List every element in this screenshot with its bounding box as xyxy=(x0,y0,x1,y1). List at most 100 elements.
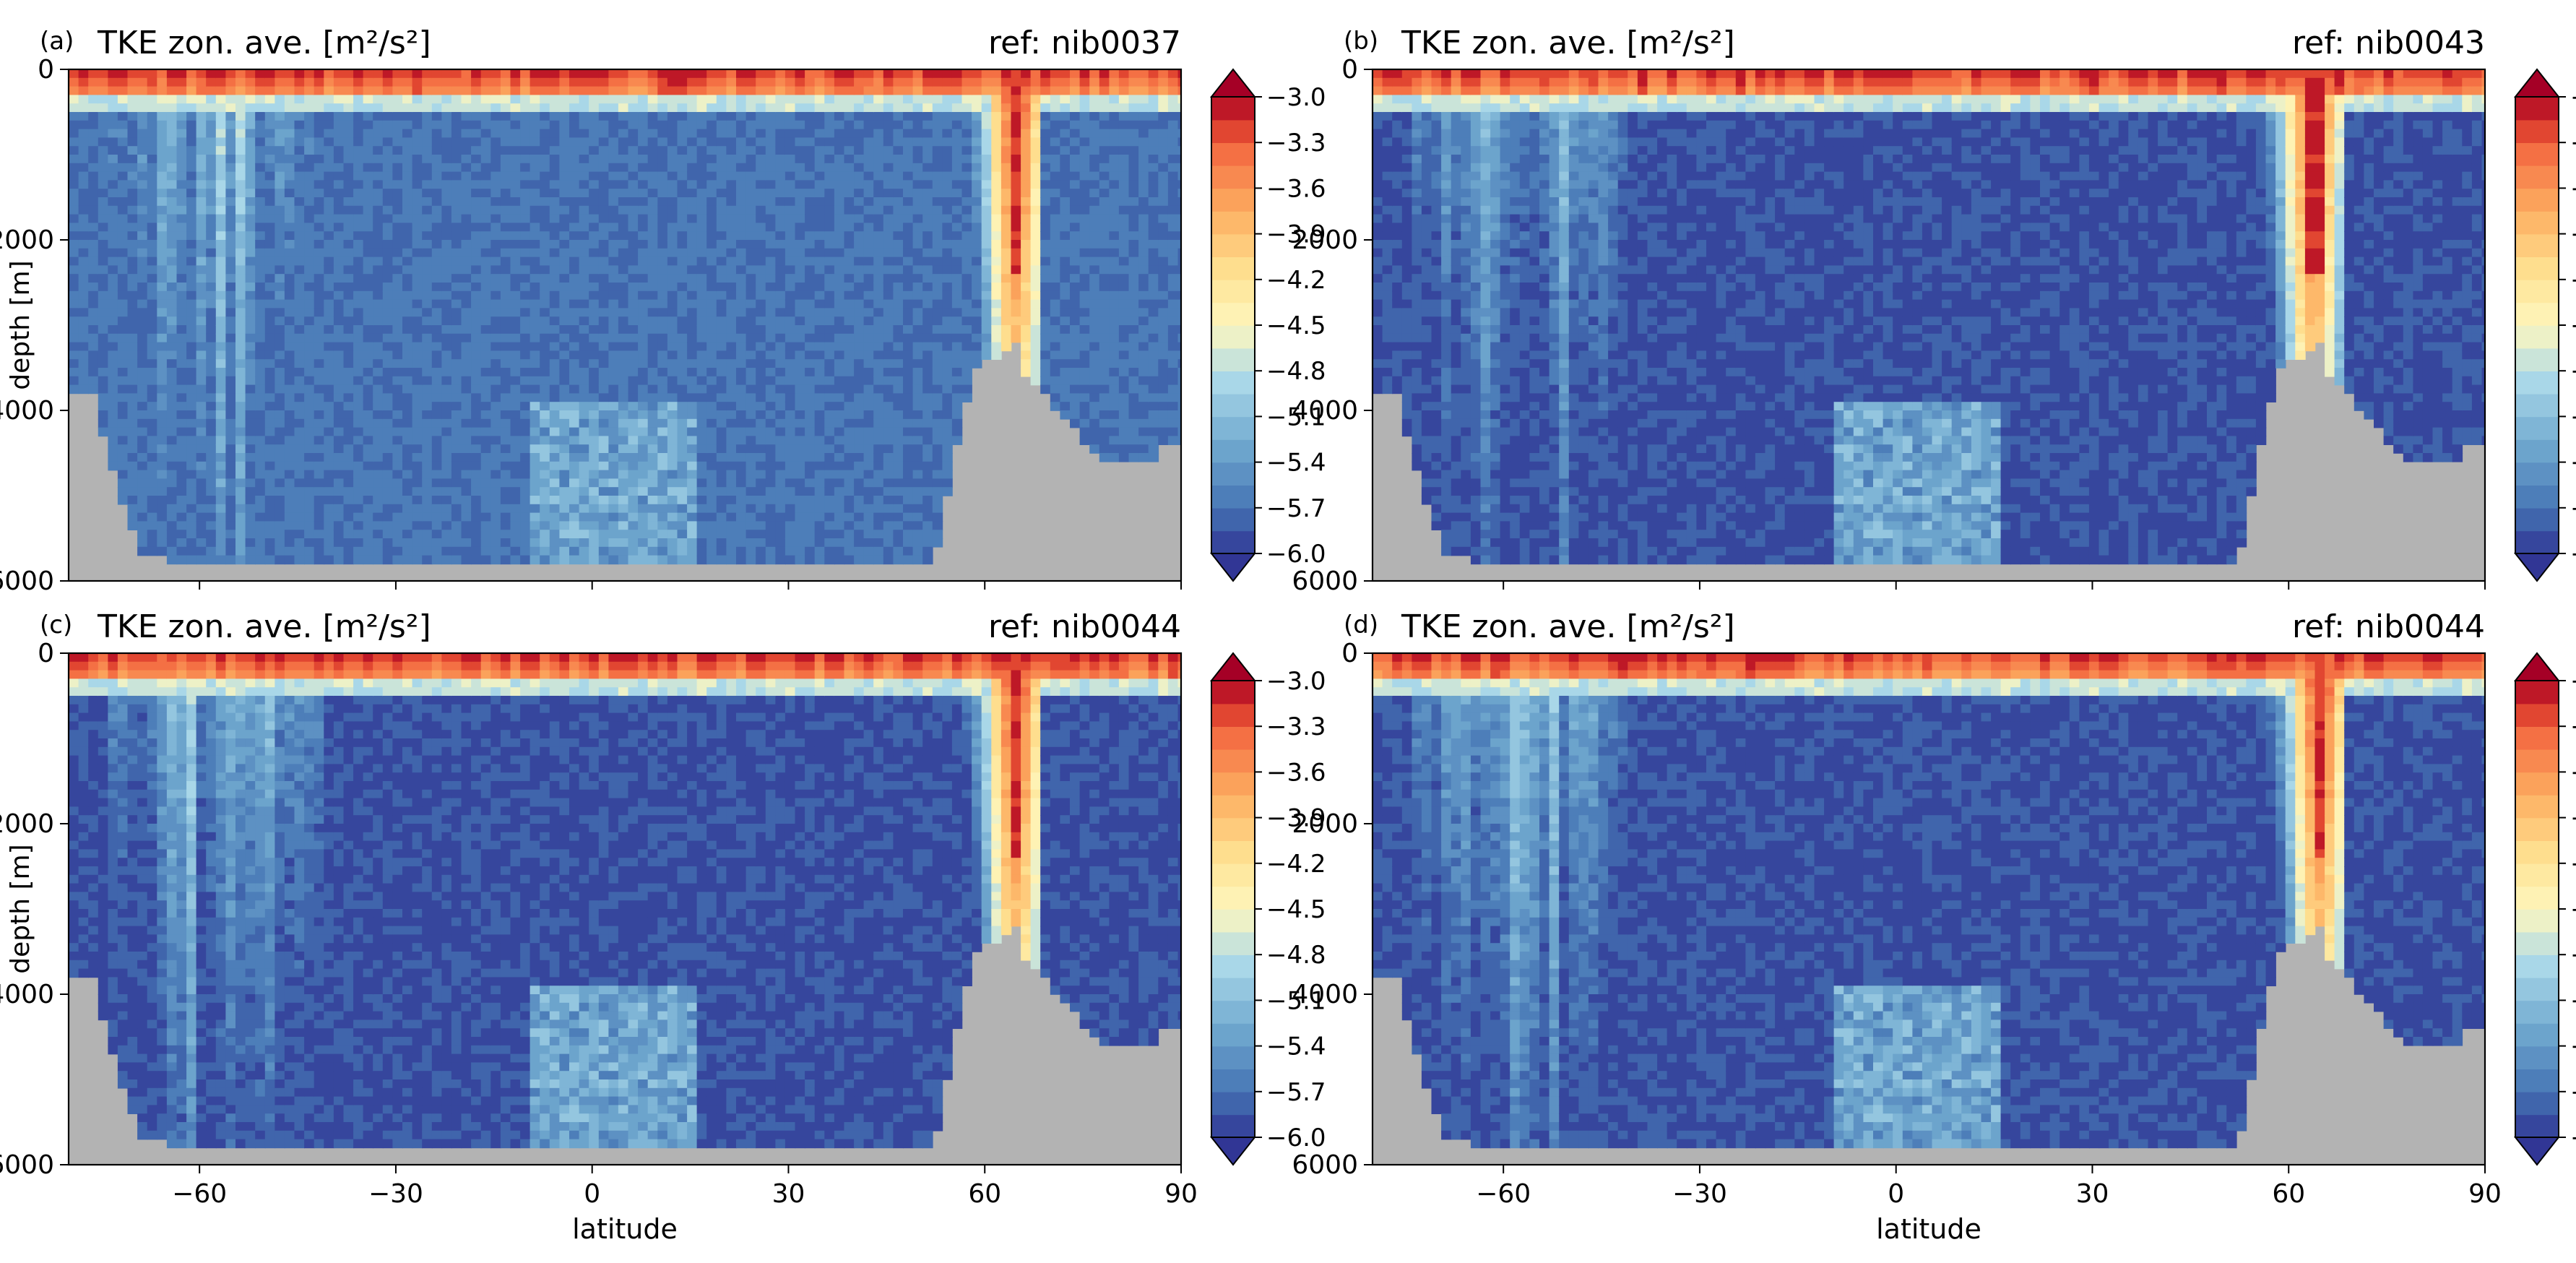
y-tick-label: 0 xyxy=(1341,639,1358,668)
colorbar-tick-label: −5.4 xyxy=(2570,1033,2576,1061)
colorbar-tick-label: −4.2 xyxy=(2570,266,2576,295)
colorbar-level xyxy=(1211,165,1255,189)
colorbar-level xyxy=(1211,1114,1255,1138)
colorbar-level xyxy=(2515,840,2559,864)
colorbar-level xyxy=(2515,1000,2559,1024)
colorbar-level xyxy=(2515,97,2559,121)
y-axis-label: depth [m] xyxy=(6,844,35,973)
x-tick-label: −60 xyxy=(1476,1179,1531,1209)
x-tick-label: 90 xyxy=(1164,1179,1198,1209)
colorbar-level xyxy=(2515,817,2559,841)
plot-frame xyxy=(1371,68,2486,582)
colorbar: −3.0 −3.3 −3.6 −3.9 −4.2 −4.5 −4.8 −5.1 −5.4 −5.7… xyxy=(1209,652,1326,1166)
colorbar-tick-label: −3.9 xyxy=(2570,220,2576,249)
colorbar-level xyxy=(1211,840,1255,864)
panel-label: (a) xyxy=(40,27,74,56)
colorbar-tick-label: −4.5 xyxy=(1266,895,1326,924)
colorbar-level xyxy=(2515,977,2559,1001)
y-tick-label: 2000 xyxy=(1292,809,1358,839)
plot-frame xyxy=(67,652,1183,1166)
colorbar-tick-label: −3.0 xyxy=(1266,83,1326,112)
colorbar-level xyxy=(2515,348,2559,371)
colorbar-level xyxy=(2515,726,2559,750)
y-tick-label: 6000 xyxy=(1292,1150,1358,1180)
colorbar-tick-label: −3.6 xyxy=(2570,174,2576,203)
colorbar-tick-label: −4.5 xyxy=(2570,895,2576,924)
y-axis-label: depth [m] xyxy=(6,260,35,389)
colorbar-level xyxy=(1211,1069,1255,1092)
colorbar-level xyxy=(2515,462,2559,486)
colorbar-tick-label: −4.8 xyxy=(1266,357,1326,386)
colorbar-tick-label: −5.1 xyxy=(1266,986,1326,1015)
y-tick-label: 4000 xyxy=(1292,980,1358,1009)
x-tick-label: 30 xyxy=(772,1179,805,1209)
colorbar-level xyxy=(2515,393,2559,418)
colorbar-level xyxy=(1211,233,1255,257)
colorbar-level xyxy=(2515,142,2559,166)
ref-label: ref: nib0044 xyxy=(2292,608,2485,645)
x-axis-label: latitude xyxy=(1876,1213,1981,1245)
colorbar-level xyxy=(1211,325,1255,349)
colorbar-tick-label: −4.5 xyxy=(1266,311,1326,340)
colorbar-level xyxy=(1211,1000,1255,1024)
y-tick-label: 6000 xyxy=(0,1150,54,1180)
y-tick-label: 4000 xyxy=(1292,396,1358,426)
colorbar-level xyxy=(1211,817,1255,841)
colorbar-extend-top xyxy=(1209,68,1257,98)
colorbar-tick-label: −4.8 xyxy=(2570,357,2576,386)
panel-a: 0 2000 4000 6000 depth [m] (a) TKE zon. ave. [… xyxy=(0,25,1326,596)
colorbar-level xyxy=(1211,703,1255,727)
colorbar-level xyxy=(2515,1046,2559,1069)
colorbar-level xyxy=(2515,863,2559,887)
colorbar-level xyxy=(2515,279,2559,303)
ref-label: ref: nib0044 xyxy=(988,608,1181,645)
colorbar-level xyxy=(2515,211,2559,235)
x-tick-label: −60 xyxy=(172,1179,227,1209)
colorbar-level xyxy=(1211,416,1255,440)
colorbar-level xyxy=(1211,886,1255,910)
x-tick-label: −30 xyxy=(1672,1179,1727,1209)
colorbar-extend-bottom xyxy=(2513,1137,2561,1166)
colorbar-extend-top xyxy=(2513,652,2561,681)
colorbar-tick-label: −5.7 xyxy=(2570,1078,2576,1107)
colorbar: −3.0 −3.3 −3.6 −3.9 −4.2 −4.5 −4.8 −5.1 −5.4 −5.7… xyxy=(2513,652,2576,1166)
heatmap-cells xyxy=(69,653,1181,1165)
panel-title: TKE zon. ave. [m²/s²] xyxy=(1401,25,1735,61)
colorbar-extend-top xyxy=(2513,68,2561,98)
colorbar-extend-bottom xyxy=(2513,553,2561,582)
colorbar-level xyxy=(1211,954,1255,978)
colorbar-tick-label: −5.1 xyxy=(2570,986,2576,1015)
colorbar-level xyxy=(2515,886,2559,910)
colorbar-level xyxy=(1211,485,1255,509)
colorbar-tick-label: −3.3 xyxy=(2570,712,2576,741)
colorbar-level xyxy=(2515,703,2559,727)
x-tick-label: 60 xyxy=(2272,1179,2305,1209)
x-axis-label: latitude xyxy=(572,1213,678,1245)
colorbar-level xyxy=(2515,439,2559,463)
colorbar-tick-label: −5.4 xyxy=(1266,449,1326,478)
y-tick-label: 6000 xyxy=(0,566,54,596)
colorbar-tick-label: −4.8 xyxy=(2570,941,2576,970)
colorbar-level xyxy=(1211,863,1255,887)
colorbar-level xyxy=(1211,188,1255,212)
colorbar-level xyxy=(1211,795,1255,819)
colorbar-tick-label: −3.3 xyxy=(1266,712,1326,741)
y-tick-label: 6000 xyxy=(1292,566,1358,596)
heatmap-cells xyxy=(1373,69,2485,581)
x-tick-label: 30 xyxy=(2076,1179,2109,1209)
colorbar-tick-label: −5.4 xyxy=(1266,1033,1326,1061)
colorbar-level xyxy=(2515,954,2559,978)
colorbar-level xyxy=(2515,909,2559,933)
colorbar-level xyxy=(1211,371,1255,395)
colorbar-tick-label: −3.3 xyxy=(2570,129,2576,158)
colorbar-level xyxy=(1211,257,1255,280)
colorbar-tick-label: −3.6 xyxy=(1266,174,1326,203)
x-tick-label: 0 xyxy=(584,1179,600,1209)
colorbar-level xyxy=(2515,188,2559,212)
colorbar-level xyxy=(2515,772,2559,796)
colorbar-tick-label: −5.7 xyxy=(1266,1078,1326,1107)
ref-label: ref: nib0037 xyxy=(988,25,1181,61)
colorbar-tick-label: −5.7 xyxy=(1266,494,1326,523)
panel-d: 0 2000 4000 6000 −60 −30 0 30 60 90 latitude (d) TKE… xyxy=(1292,608,2576,1245)
